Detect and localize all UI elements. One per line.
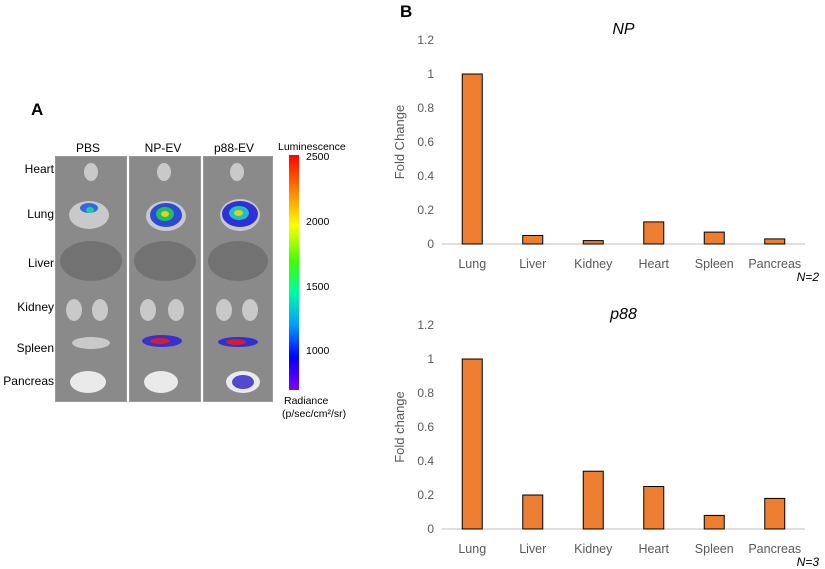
chart1-y-tick-label: 0 <box>427 237 434 251</box>
scale-tick-2500: 2500 <box>306 151 330 163</box>
chart1-bar-spleen <box>703 231 725 245</box>
chart2-x-tick-label: Kidney <box>574 542 613 556</box>
chart2-x-tick-label: Pancreas <box>748 542 801 556</box>
chart1-bar-heart <box>643 221 665 245</box>
chart1-x-tick-label: Liver <box>519 257 546 271</box>
chart2-x-tick-label: Lung <box>458 542 486 556</box>
chart1-y-tick-label: 0.4 <box>417 169 434 183</box>
chart1-x-tick-label: Heart <box>638 257 669 271</box>
chart1-bar-lung <box>461 73 483 245</box>
chart2-y-tick-label: 0.4 <box>417 454 434 468</box>
chart2-bar-liver <box>522 494 544 530</box>
chart1-y-tick-label: 1.2 <box>417 33 434 47</box>
chart2-y-tick-label: 0.6 <box>417 420 434 434</box>
color-scale-bar <box>289 155 299 390</box>
chart2-x-tick-label: Spleen <box>695 542 734 556</box>
chart2-bar-kidney <box>582 470 604 530</box>
scale-unit-radiance: Radiance <box>284 395 329 407</box>
chart2-y-tick-label: 0.8 <box>417 386 434 400</box>
row-label-pancreas: Pancreas <box>3 374 54 388</box>
column-header-pbs: PBS <box>75 141 100 155</box>
chart1-y-tick-label: 0.6 <box>417 135 434 149</box>
chart1-x-tick-label: Kidney <box>574 257 613 271</box>
chart2-bar-spleen <box>703 514 725 530</box>
row-label-heart: Heart <box>24 162 54 176</box>
chart1-sample-size-note: N=2 <box>797 270 820 284</box>
chart1-bar-liver <box>522 235 544 245</box>
chart1-x-tick-label: Pancreas <box>748 257 801 271</box>
chart2-bar-heart <box>643 486 665 530</box>
row-label-spleen: Spleen <box>16 341 54 355</box>
row-label-kidney: Kidney <box>17 300 54 314</box>
chart2-bar-lung <box>461 358 483 530</box>
imaging-strip-p88-ev <box>203 156 273 402</box>
chart-np: NP Fold Change 0 0.2 0.4 0.6 0.8 1 1.2 Lung Liver K… <box>392 21 820 284</box>
scale-title: Luminescence <box>278 141 346 153</box>
scale-tick-1500: 1500 <box>306 281 330 293</box>
chart1-y-tick-label: 0.8 <box>417 101 434 115</box>
scale-unit-value: (p/sec/cm²/sr) <box>282 408 347 420</box>
chart2-title: p88 <box>609 306 637 323</box>
panel-a-label: A <box>31 100 44 119</box>
chart2-y-tick-label: 1.2 <box>417 318 434 332</box>
chart2-y-tick-label: 0.2 <box>417 488 434 502</box>
column-header-p88-ev: p88-EV <box>213 141 255 155</box>
chart1-y-tick-label: 0.2 <box>417 203 434 217</box>
chart1-y-axis-label: Fold Change <box>392 105 407 179</box>
imaging-strip-np-ev <box>129 156 201 402</box>
row-label-liver: Liver <box>27 256 54 270</box>
imaging-strip-pbs <box>55 156 127 402</box>
chart1-x-tick-label: Lung <box>458 257 486 271</box>
chart2-bar-pancreas <box>764 497 786 530</box>
chart1-bar-kidney <box>582 240 604 245</box>
chart1-title: NP <box>612 21 635 38</box>
chart2-x-tick-label: Heart <box>638 542 669 556</box>
chart2-y-tick-label: 1 <box>427 352 434 366</box>
row-label-lung: Lung <box>27 207 54 221</box>
chart-p88: p88 Fold change 0 0.2 0.4 0.6 0.8 1 1.2 Lung Liver… <box>392 306 820 569</box>
panel-b-label: B <box>400 2 413 21</box>
chart2-y-axis-label: Fold change <box>392 391 407 463</box>
scale-tick-1000: 1000 <box>306 345 330 357</box>
chart1-x-tick-label: Spleen <box>695 257 734 271</box>
chart1-y-tick-label: 1 <box>427 67 434 81</box>
chart2-y-tick-label: 0 <box>427 522 434 536</box>
chart1-bar-pancreas <box>764 238 786 245</box>
chart2-x-tick-label: Liver <box>519 542 546 556</box>
column-header-np-ev: NP-EV <box>144 141 182 155</box>
chart2-sample-size-note: N=3 <box>797 555 820 569</box>
scale-tick-2000: 2000 <box>306 216 330 228</box>
